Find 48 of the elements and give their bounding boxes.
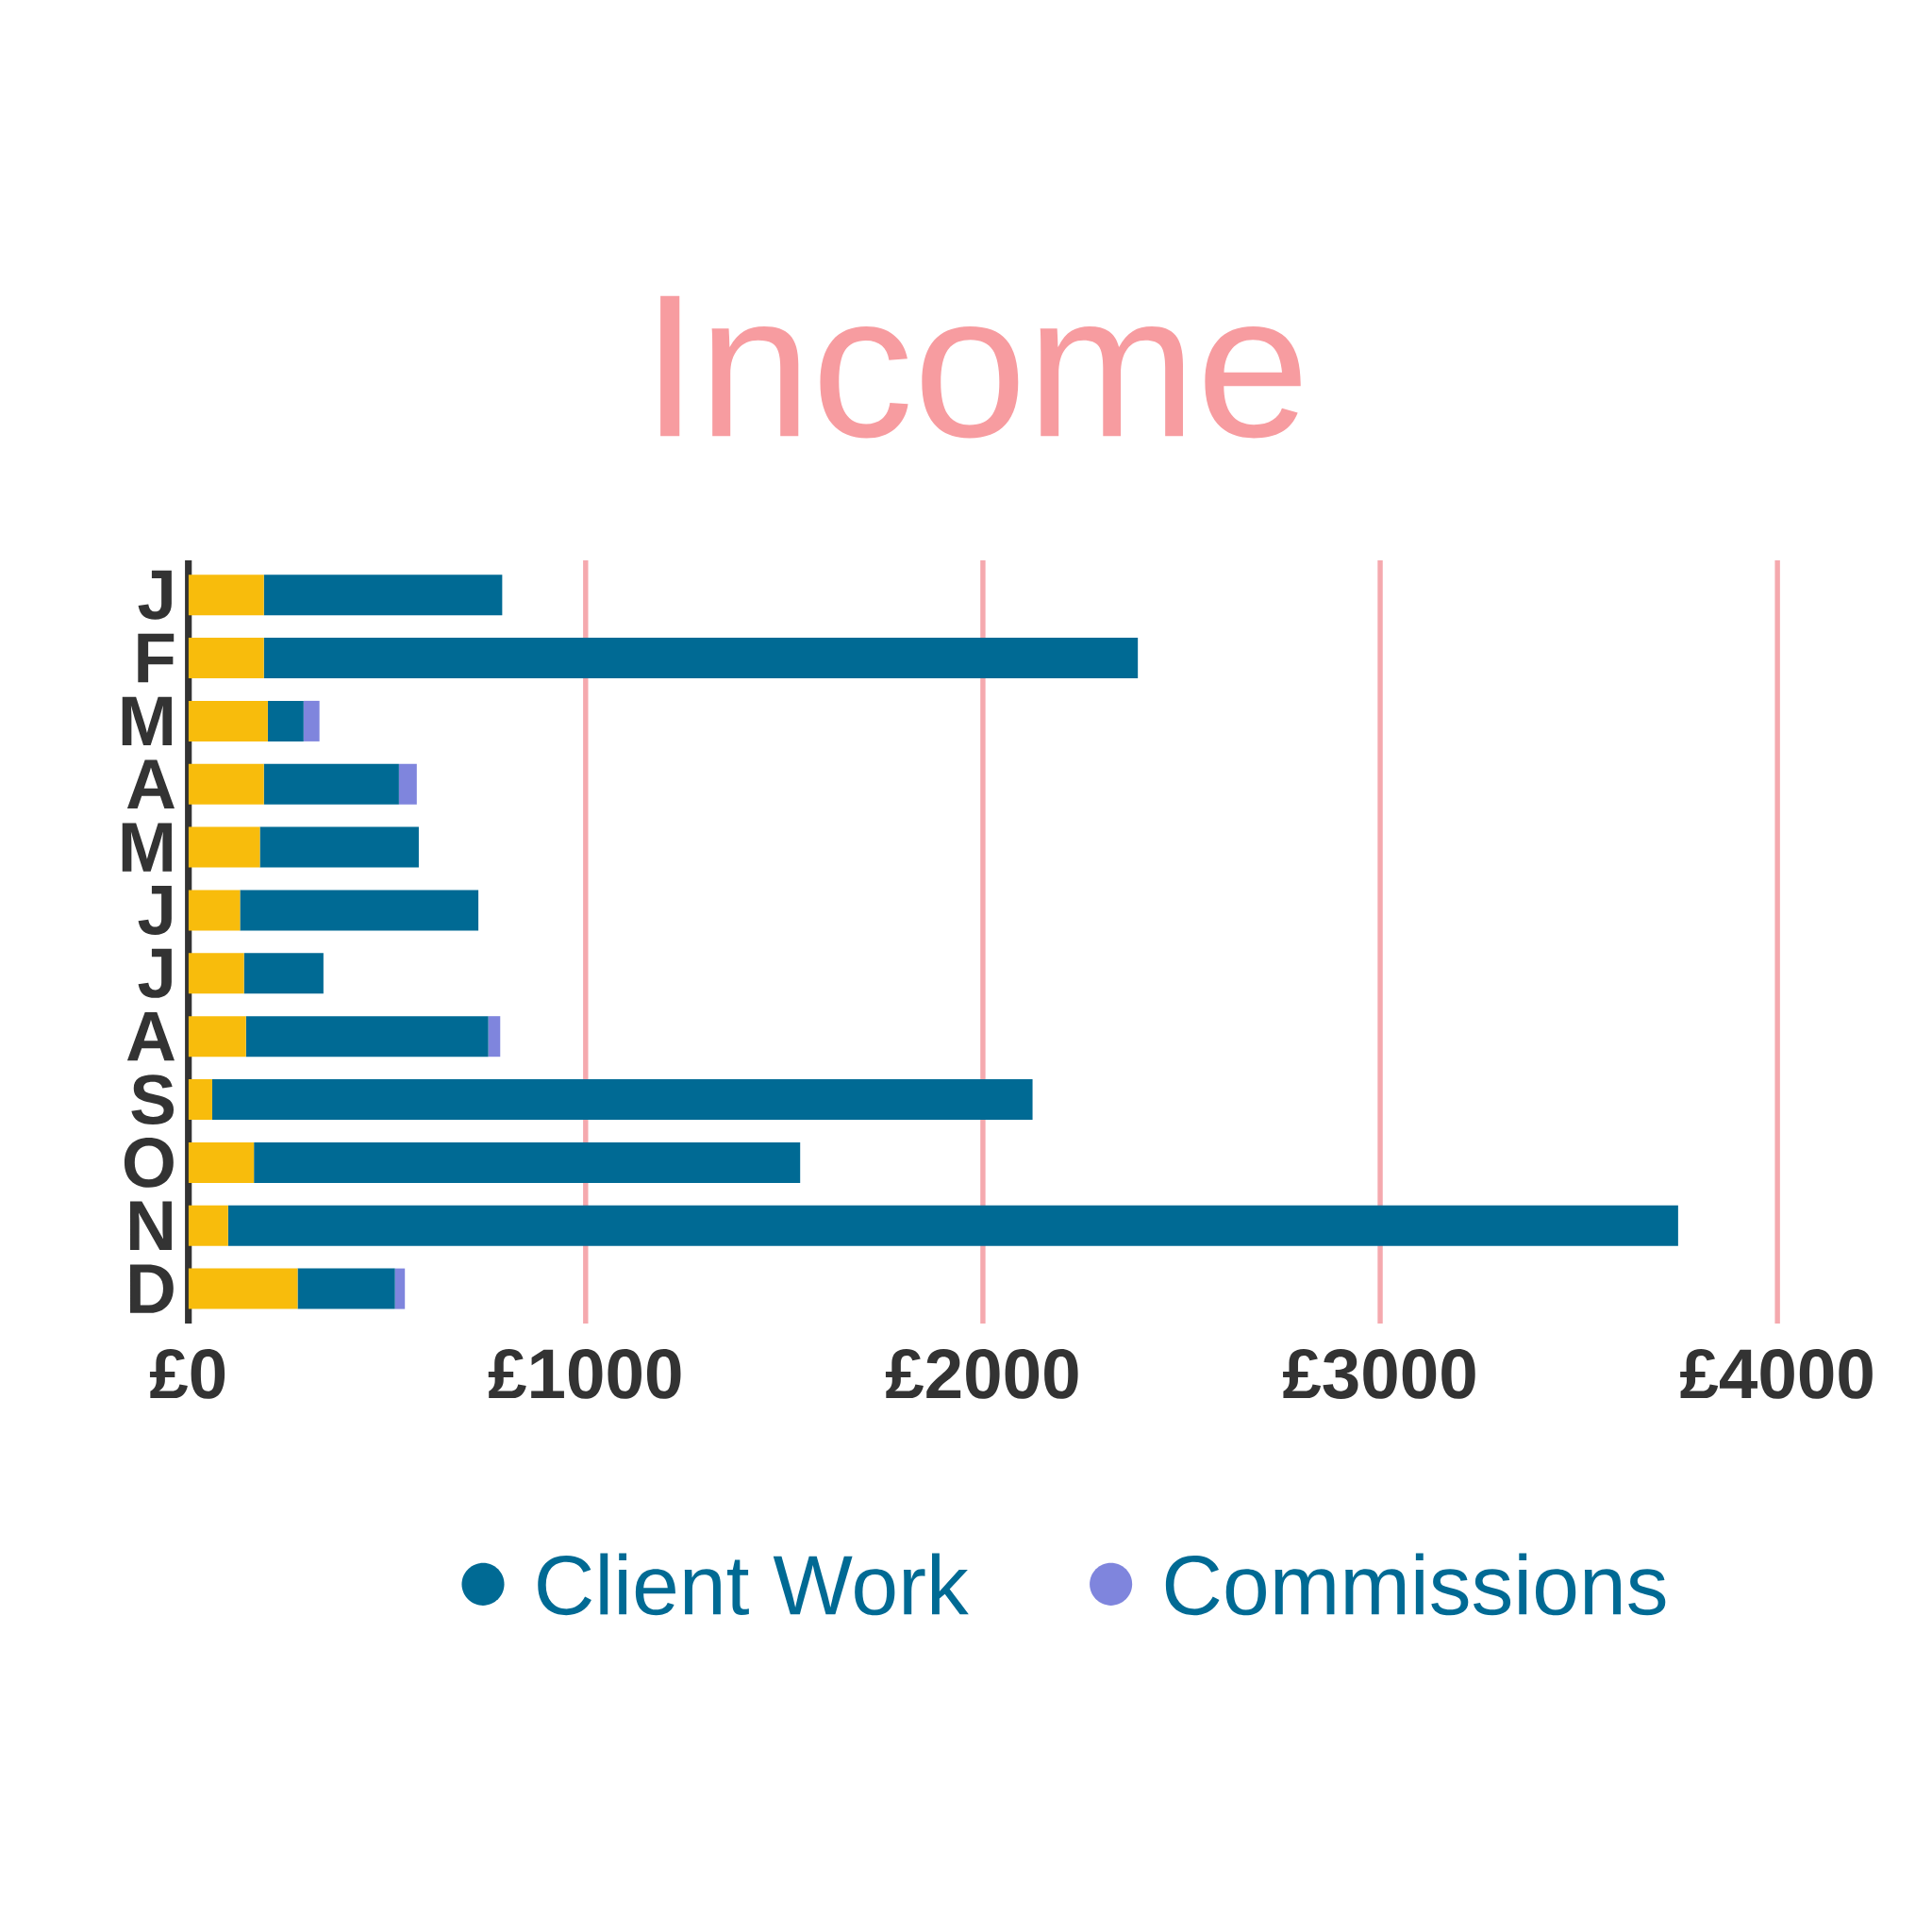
y-tick-label: S — [131, 1074, 175, 1124]
bar — [188, 763, 264, 805]
bar — [394, 1268, 406, 1309]
bar — [297, 1268, 395, 1309]
y-tick-label: J — [138, 948, 172, 998]
y-tick-label: J — [138, 570, 172, 620]
bar — [240, 890, 479, 931]
bar — [245, 1016, 489, 1058]
bar — [398, 763, 417, 805]
y-tick-label: J — [138, 885, 172, 936]
bar — [188, 953, 244, 994]
bar — [188, 700, 268, 741]
bar — [188, 890, 241, 931]
bar — [227, 1205, 1678, 1246]
bar — [243, 953, 324, 994]
bar — [188, 575, 264, 616]
bar — [263, 763, 399, 805]
bar — [188, 1268, 298, 1309]
bar — [263, 638, 1139, 679]
bar — [303, 700, 320, 741]
bar — [188, 1205, 228, 1246]
bar — [267, 700, 304, 741]
bar — [188, 1141, 255, 1183]
y-tick-label: A — [126, 759, 175, 808]
x-tick-label: £4000 — [1680, 1349, 1873, 1399]
y-tick-label: A — [126, 1012, 175, 1061]
x-tick-label: £1000 — [488, 1349, 681, 1399]
chart-title: Income — [660, 295, 1301, 439]
bar — [188, 1079, 212, 1121]
bar — [259, 826, 419, 868]
y-tick-label: N — [130, 1201, 172, 1250]
bar — [254, 1141, 801, 1183]
y-tick-label: M — [122, 823, 172, 872]
bar — [188, 826, 260, 868]
bar — [263, 575, 503, 616]
x-tick-label: £3000 — [1283, 1349, 1475, 1399]
legend-label: Client Work — [538, 1553, 969, 1616]
y-tick-label: M — [122, 696, 172, 746]
legend-label: Commissions — [1165, 1553, 1666, 1616]
bar — [211, 1079, 1033, 1121]
bar — [188, 638, 264, 679]
y-tick-label: F — [138, 633, 175, 683]
bar — [188, 1016, 246, 1058]
bar — [488, 1016, 501, 1058]
y-tick-label: O — [124, 1138, 174, 1188]
x-tick-label: £2000 — [885, 1349, 1078, 1399]
y-tick-label: D — [130, 1264, 174, 1313]
x-tick-label: £0 — [149, 1349, 225, 1399]
